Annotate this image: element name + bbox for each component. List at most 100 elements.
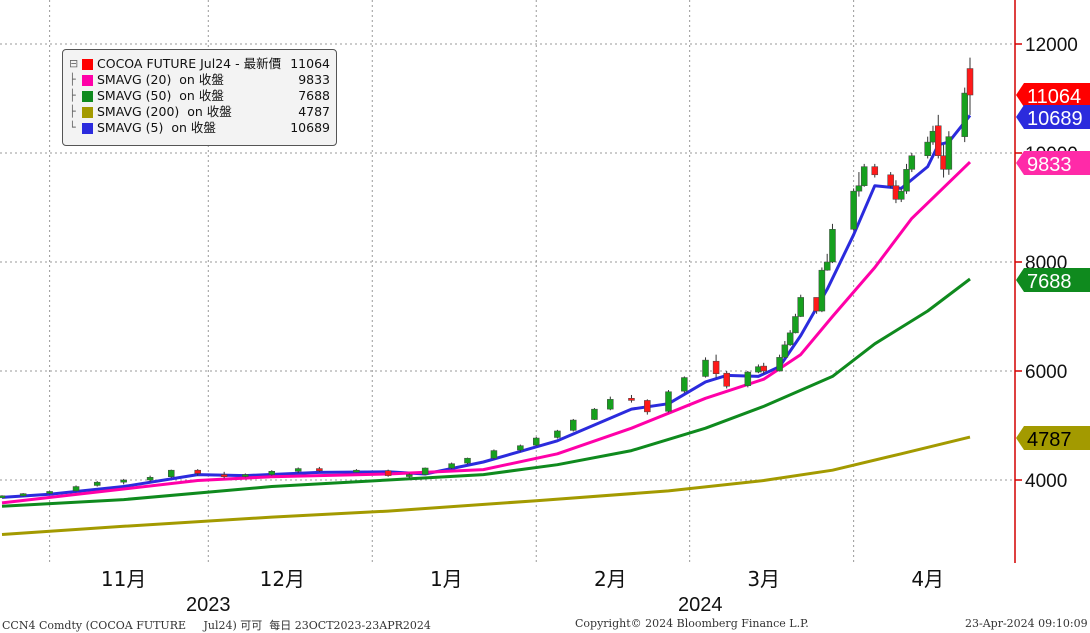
candle-body [792, 316, 799, 334]
value-tag [1016, 105, 1090, 129]
candle-body [665, 391, 672, 412]
candle-body [681, 377, 688, 392]
candle-body [628, 398, 635, 401]
legend-entry-sma50: ├ SMAVG (50) on 收盤 7688 [69, 88, 330, 104]
x-month-label: 2月 [594, 567, 627, 591]
candle-body [384, 470, 392, 476]
candle-body [908, 155, 916, 170]
series-line [1, 435, 971, 536]
legend-entry-price: ⊟ COCOA FUTURE Jul24 - 最新價 11064 [69, 56, 330, 72]
month-axis: 11月 12月 1月 2月 3月 4月 2023 2024 [101, 567, 944, 616]
value-tag-label: 4787 [1027, 429, 1072, 451]
y-tick-label: 12000 [1025, 35, 1078, 56]
candle-body [897, 190, 905, 200]
value-tag [1016, 151, 1090, 175]
legend-value: 10689 [290, 120, 330, 135]
candle-body [712, 360, 720, 374]
candle-body [781, 344, 789, 358]
tree-branch-icon: └ [69, 121, 76, 134]
candlesticks [0, 57, 974, 499]
candle-body [533, 437, 540, 446]
candle-body [644, 400, 651, 413]
candle-body [823, 261, 831, 271]
footer-copyright: Copyright© 2024 Bloomberg Finance L.P. [575, 617, 809, 630]
candle-body [871, 166, 879, 176]
legend-entry-sma20: ├ SMAVG (20) on 收盤 9833 [69, 72, 330, 88]
tree-branch-icon: ├ [69, 89, 76, 102]
candle-body [554, 430, 561, 438]
candle-body [786, 332, 794, 346]
candle-body [93, 481, 101, 486]
legend-label: SMAVG (200) on 收盤 [97, 104, 232, 119]
candle-body [268, 471, 276, 475]
candle-body [406, 474, 413, 477]
legend-swatch [82, 123, 93, 134]
legend-label: SMAVG (50) on 收盤 [97, 88, 224, 103]
candle-body [903, 169, 910, 192]
footer-timestamp: 23-Apr-2024 09:10:09 [965, 617, 1088, 630]
legend-entry-sma200: ├ SMAVG (200) on 收盤 4787 [69, 104, 330, 120]
candle-body [353, 469, 360, 473]
legend-label: COCOA FUTURE Jul24 - 最新價 [97, 56, 282, 71]
moving-average-lines [1, 114, 972, 536]
candle-body [220, 474, 228, 477]
candle-body [517, 445, 524, 451]
legend-swatch [82, 59, 93, 70]
value-tag-label: 9833 [1027, 154, 1072, 176]
candle-body [966, 68, 974, 96]
legend-swatch [82, 107, 93, 118]
candle-body [168, 469, 175, 477]
candle-body [570, 419, 577, 431]
series-line [1, 277, 971, 508]
candle-body [829, 229, 836, 263]
candle-body [448, 463, 455, 469]
legend-swatch [82, 75, 93, 86]
candle-body [421, 467, 429, 475]
legend-swatch [82, 91, 93, 102]
legend-value: 11064 [290, 56, 330, 71]
x-year-label: 2024 [678, 594, 723, 616]
candle-body [776, 357, 783, 372]
grid-lines [0, 0, 1015, 563]
candle-body [591, 408, 598, 420]
candle-body [744, 371, 752, 386]
x-month-label: 1月 [430, 567, 463, 591]
candle-body [723, 372, 730, 387]
candle-body [242, 474, 249, 477]
candle-body [490, 450, 498, 459]
candle-body [702, 359, 709, 377]
candle-body [924, 141, 931, 156]
legend-label: SMAVG (20) on 收盤 [97, 72, 224, 87]
candle-body [961, 92, 968, 137]
x-month-label: 3月 [747, 567, 780, 591]
legend: ⊟ COCOA FUTURE Jul24 - 最新價 11064 ├ SMAVG… [62, 49, 337, 146]
candle-body [19, 493, 27, 497]
candle-body [850, 190, 857, 230]
candle-body [818, 269, 826, 312]
candle-body [797, 297, 804, 317]
candle-body [0, 495, 6, 499]
value-tag-label: 10689 [1027, 108, 1083, 130]
candle-body [146, 477, 154, 481]
candle-body [72, 486, 80, 492]
x-year-label: 2023 [186, 594, 231, 616]
y-tick-label: 6000 [1025, 362, 1067, 383]
value-tag [1016, 268, 1090, 292]
x-month-label: 11月 [101, 567, 146, 591]
candle-body [887, 174, 894, 186]
series-line [1, 161, 972, 505]
value-tag [1016, 83, 1090, 107]
candle-body [607, 399, 614, 410]
legend-value: 7688 [298, 88, 330, 103]
collapse-icon[interactable]: ⊟ [69, 57, 79, 70]
candle-body [120, 479, 127, 483]
value-tag-label: 11064 [1027, 86, 1081, 108]
tree-branch-icon: ├ [69, 73, 76, 86]
candle-body [194, 469, 201, 474]
legend-entry-sma5: └ SMAVG (5) on 收盤 10689 [69, 120, 330, 136]
legend-value: 4787 [298, 104, 330, 119]
legend-value: 9833 [298, 72, 330, 87]
value-tag-label: 7688 [1027, 271, 1072, 293]
candle-body [855, 185, 863, 192]
